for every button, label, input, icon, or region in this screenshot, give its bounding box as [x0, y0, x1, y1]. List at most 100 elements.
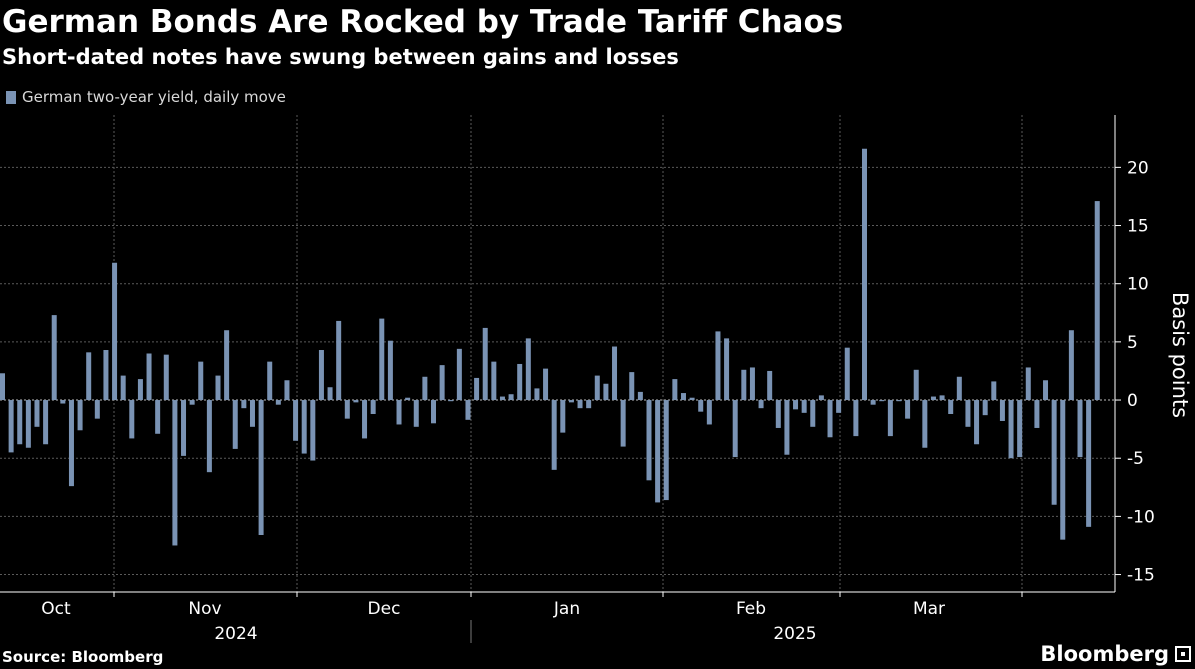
bar: [120, 375, 126, 401]
bar: [336, 320, 342, 401]
bar: [353, 400, 359, 403]
bar: [577, 400, 583, 409]
bar: [724, 338, 730, 401]
bar: [146, 353, 152, 401]
bar: [879, 400, 885, 402]
bar: [965, 400, 971, 427]
bar: [198, 361, 204, 401]
y-tick-label: 10: [1127, 275, 1149, 295]
bar: [318, 350, 324, 401]
bar: [767, 370, 773, 401]
bar: [810, 400, 816, 427]
brand-logo: Bloomberg: [1040, 642, 1191, 666]
bar: [1094, 201, 1100, 401]
bar: [655, 400, 661, 503]
bar: [887, 400, 893, 437]
bar: [8, 400, 14, 453]
y-tick-label: 5: [1127, 333, 1138, 353]
bar: [465, 400, 471, 420]
bar: [939, 395, 945, 401]
bar: [525, 338, 531, 401]
bar: [836, 400, 842, 413]
x-month-label: Oct: [41, 599, 71, 619]
bar: [456, 348, 462, 401]
bar: [905, 400, 911, 419]
bar: [818, 395, 824, 401]
bar: [413, 400, 419, 427]
bar: [431, 400, 436, 424]
x-month-label: Nov: [188, 599, 221, 619]
x-month-label: Mar: [913, 599, 945, 619]
bar: [112, 262, 118, 401]
bar: [301, 400, 307, 454]
bar: [629, 372, 635, 401]
bar: [775, 400, 781, 428]
bar: [698, 400, 704, 412]
bar: [732, 400, 738, 458]
bar: [922, 400, 928, 448]
bar: [594, 375, 600, 401]
brand-name: Bloomberg: [1040, 642, 1169, 666]
bar: [163, 354, 169, 401]
bar: [844, 347, 850, 401]
legend-swatch: [6, 90, 16, 104]
bar: [560, 400, 566, 433]
bar: [405, 397, 411, 401]
bar: [284, 380, 290, 401]
bar: [422, 376, 428, 401]
x-year-label: 2024: [214, 624, 257, 644]
bar: [1017, 400, 1023, 458]
y-axis-label: Basis points: [1168, 292, 1192, 418]
bar: [793, 400, 799, 410]
bar: [551, 400, 557, 470]
bar: [784, 400, 790, 455]
bar: [663, 400, 669, 501]
bar: [362, 400, 368, 439]
y-tick-label: 15: [1127, 217, 1149, 237]
source-note: Source: Bloomberg: [2, 648, 164, 666]
bar: [1025, 367, 1031, 401]
bar: [86, 352, 92, 401]
bar: [930, 396, 936, 401]
bar: [172, 400, 178, 546]
bar: [249, 400, 255, 427]
bar: [77, 400, 83, 431]
x-month-label: Jan: [553, 599, 580, 619]
legend-label: German two-year yield, daily move: [22, 88, 286, 106]
bar: [34, 400, 40, 427]
bar: [439, 365, 445, 401]
bar: [646, 400, 652, 481]
x-year-label: 2025: [773, 624, 816, 644]
bar: [680, 393, 686, 401]
bar: [999, 400, 1005, 421]
y-tick-label: -10: [1127, 507, 1155, 527]
bar: [370, 400, 376, 414]
bar: [1051, 400, 1057, 505]
bar: [749, 367, 755, 401]
bar: [327, 387, 333, 401]
bar: [853, 400, 859, 437]
bar: [672, 379, 678, 401]
bar: [612, 346, 618, 401]
bar: [189, 400, 195, 405]
y-tick-label: 20: [1127, 158, 1149, 178]
bar: [715, 331, 721, 401]
bar: [232, 400, 238, 449]
bar: [689, 397, 695, 401]
bar: [1008, 400, 1014, 459]
bar: [94, 400, 100, 419]
bar: [801, 400, 807, 413]
chart-title: German Bonds Are Rocked by Trade Tariff …: [2, 4, 844, 40]
bar: [1086, 400, 1092, 527]
bar: [448, 400, 454, 402]
bar: [25, 400, 31, 448]
bar: [181, 400, 187, 456]
bar: [17, 400, 23, 445]
bar: [517, 363, 523, 401]
bar: [241, 400, 247, 409]
bar: [982, 400, 988, 416]
bar: [379, 318, 385, 401]
legend: German two-year yield, daily move: [6, 88, 286, 106]
bar: [603, 383, 609, 401]
